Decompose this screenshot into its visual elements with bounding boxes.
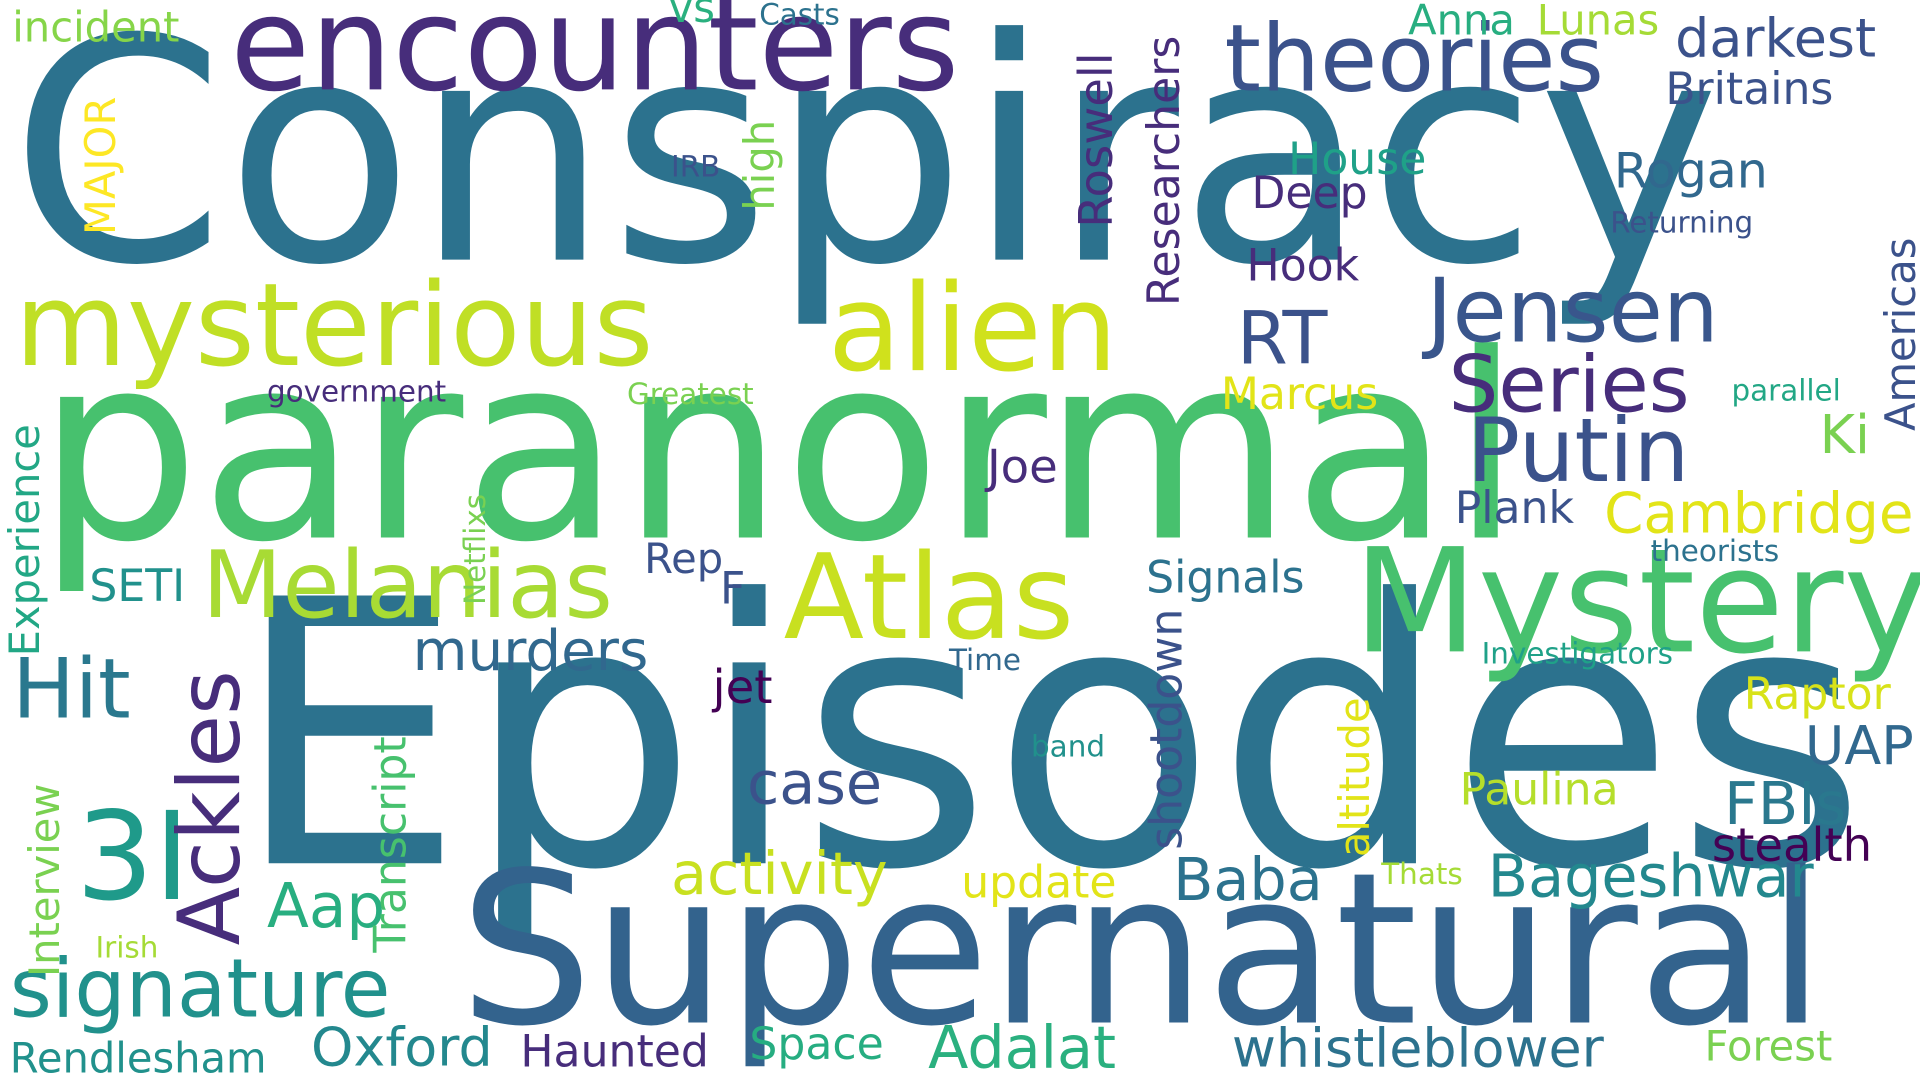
word-vs: vs: [668, 0, 715, 34]
word-lunas: Lunas: [1536, 0, 1660, 46]
word-space: Space: [749, 1020, 884, 1071]
word-aap: Aap: [266, 870, 386, 942]
word-bageshwar: Bageshwar: [1487, 842, 1814, 912]
word-series: Series: [1448, 340, 1690, 432]
word-case: case: [746, 749, 883, 818]
word-irb: IRB: [671, 149, 721, 184]
word-signals: Signals: [1146, 553, 1305, 604]
word-darkest: darkest: [1675, 7, 1877, 70]
word-returning: Returning: [1610, 205, 1754, 241]
word-encounters: encounters: [230, 0, 960, 121]
word-whistleblower: whistleblower: [1231, 1017, 1604, 1080]
word-theories: theories: [1224, 3, 1605, 113]
word-deep: Deep: [1251, 168, 1368, 220]
word-baba: Baba: [1173, 846, 1323, 915]
word-seti: SETI: [89, 562, 186, 613]
word-band: band: [1031, 729, 1105, 765]
word-anna: Anna: [1408, 0, 1515, 46]
word-three-i: 3I: [75, 784, 190, 929]
word-jensen: Jensen: [1426, 259, 1719, 363]
word-transcript: Transcript: [366, 736, 417, 953]
word-mysterious: mysterious: [14, 259, 654, 394]
word-americas: Americas: [1877, 237, 1920, 432]
word-theorists: theorists: [1650, 533, 1780, 569]
word-hook: Hook: [1246, 241, 1360, 292]
word-activity: activity: [671, 840, 888, 909]
word-fbis: FBIs: [1724, 770, 1847, 839]
word-ki: Ki: [1819, 404, 1870, 467]
word-roswell: Roswell: [1068, 52, 1123, 228]
word-mystery: Mystery: [1353, 516, 1920, 686]
word-episodes: Episodes: [232, 522, 1867, 951]
word-ackles: Ackles: [159, 670, 260, 946]
word-casts: Casts: [759, 0, 840, 32]
word-incident: incident: [12, 3, 180, 53]
word-irish: Irish: [95, 930, 159, 965]
word-murders: murders: [412, 617, 649, 684]
word-major: MAJOR: [77, 96, 127, 236]
word-hit: Hit: [12, 641, 131, 739]
word-conspiracy: Conspiracy: [9, 0, 1721, 334]
word-britains: Britains: [1665, 64, 1834, 116]
word-alien: alien: [827, 259, 1118, 400]
word-time: Time: [948, 642, 1021, 678]
word-paulina: Paulina: [1459, 765, 1619, 816]
word-netflixs: Netflixs: [457, 493, 493, 605]
word-supernatural: Supernatural: [459, 826, 1826, 1073]
word-shootdown: shootdown: [1142, 608, 1193, 850]
word-update: update: [961, 858, 1117, 909]
word-atlas: Atlas: [783, 528, 1075, 667]
word-joe: Joe: [986, 439, 1058, 494]
word-uap: UAP: [1804, 715, 1914, 778]
word-stealth: stealth: [1711, 817, 1873, 872]
word-oxford: Oxford: [311, 1016, 493, 1079]
word-interview: Interview: [20, 783, 70, 978]
word-researchers: Researchers: [1140, 35, 1191, 307]
word-rep: Rep: [644, 535, 724, 585]
word-high: high: [735, 119, 785, 211]
word-government: government: [266, 374, 447, 409]
word-marcus: Marcus: [1220, 369, 1379, 421]
word-signature: signature: [9, 941, 391, 1036]
word-rendlesham: Rendlesham: [9, 1034, 267, 1080]
word-parallel: parallel: [1731, 373, 1841, 408]
word-cambridge: Cambridge: [1604, 480, 1914, 547]
word-forest: Forest: [1704, 1022, 1833, 1072]
word-paranormal: paranormal: [36, 298, 1522, 599]
word-haunted: Haunted: [520, 1027, 709, 1078]
word-jet: jet: [712, 660, 773, 714]
word-putin: Putin: [1466, 399, 1690, 503]
word-house: House: [1288, 134, 1427, 185]
word-experience: Experience: [1, 424, 51, 657]
word-rt: RT: [1236, 296, 1328, 383]
word-plank: Plank: [1454, 483, 1575, 534]
word-greatest: Greatest: [626, 377, 754, 412]
word-melanias: Melanias: [202, 530, 613, 640]
word-altitude: altitude: [1331, 697, 1381, 858]
word-rogan: Rogan: [1613, 143, 1768, 200]
word-thats: Thats: [1381, 857, 1463, 892]
word-adalat: Adalat: [928, 1013, 1117, 1080]
word-f: F: [720, 564, 746, 615]
word-investigators: Investigators: [1481, 636, 1673, 672]
word-raptor: Raptor: [1743, 669, 1891, 721]
